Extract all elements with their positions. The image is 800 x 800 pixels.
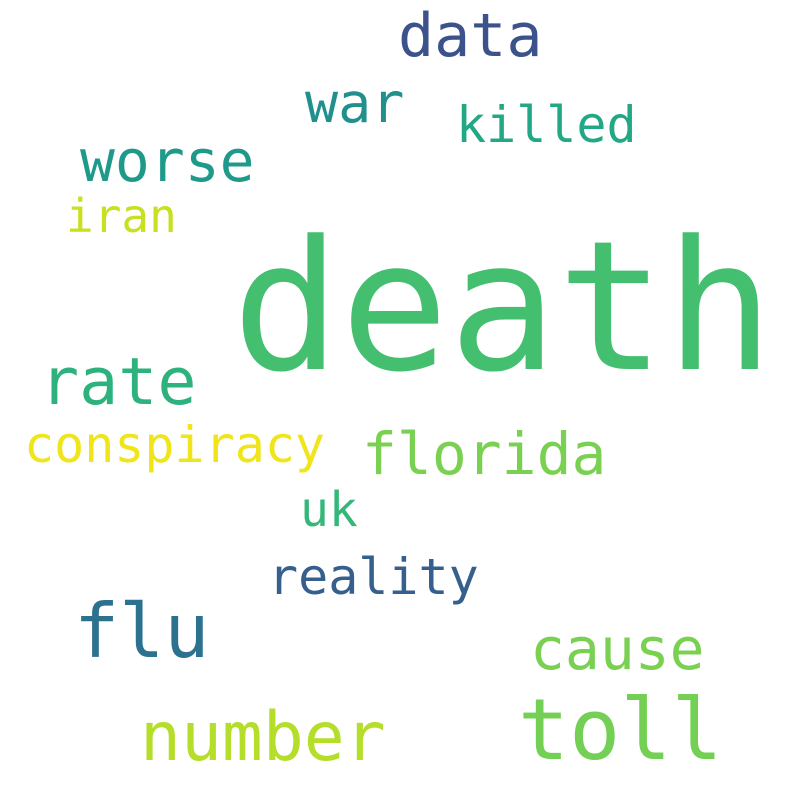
word-data: data — [398, 1, 543, 71]
word-war: war — [305, 71, 405, 135]
word-cause: cause — [530, 615, 705, 683]
word-rate: rate — [40, 345, 197, 420]
word-florida: florida — [362, 420, 607, 488]
word-uk: uk — [300, 482, 358, 538]
word-killed: killed — [456, 96, 637, 154]
word-reality: reality — [268, 548, 479, 606]
word-number: number — [140, 698, 386, 777]
word-death: death — [232, 203, 774, 412]
word-worse: worse — [80, 127, 255, 195]
word-toll: toll — [518, 681, 723, 780]
word-iran: iran — [66, 189, 177, 243]
word-conspiracy: conspiracy — [24, 416, 326, 474]
word-flu: flu — [74, 587, 210, 675]
